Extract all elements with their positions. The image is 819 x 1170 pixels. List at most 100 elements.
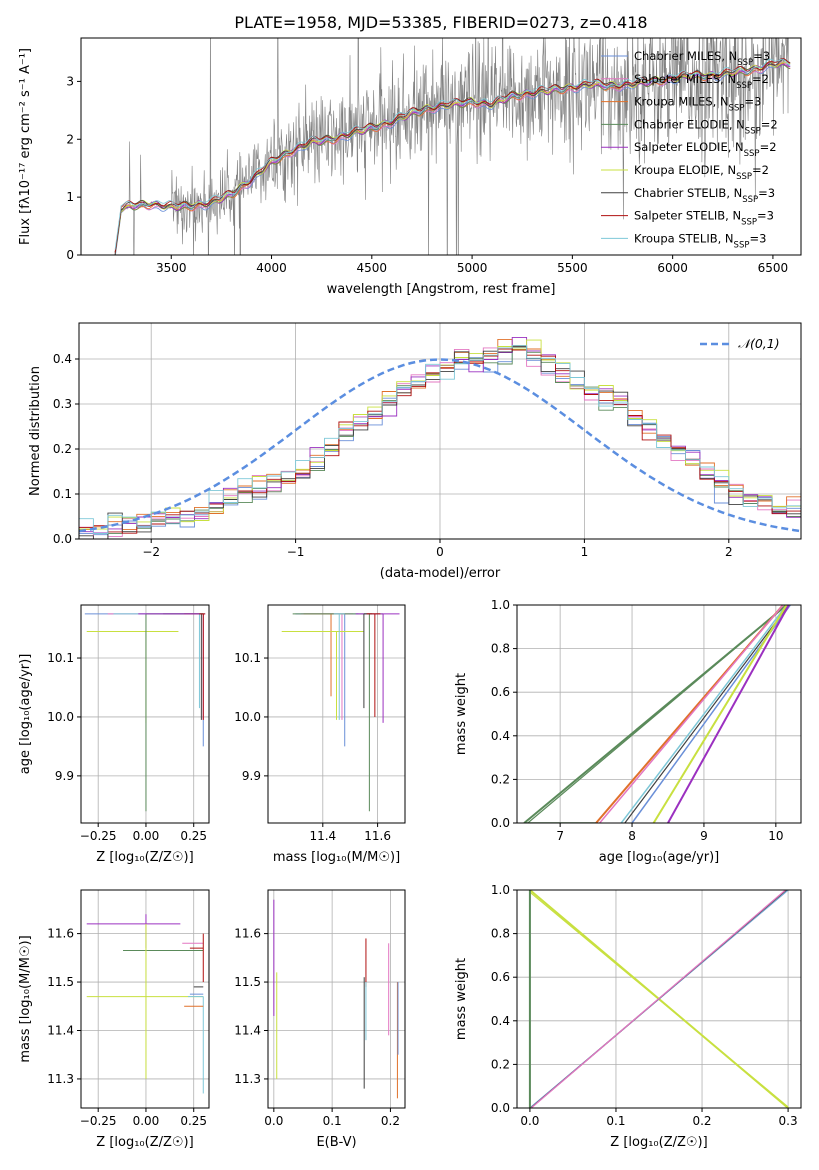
- mass_weight_vs_Z-xtick-label: 0.2: [692, 1114, 711, 1128]
- subscript-ssp: SSP: [734, 240, 750, 250]
- mass_weight_vs_age-ytick-label: 0.0: [491, 816, 510, 830]
- spectrum-xtick-label: 4500: [357, 261, 388, 275]
- spectrum-legend-label: Chabrier MILES, NSSP=3: [634, 49, 770, 68]
- mass_vs_ebv-plot-area: [273, 899, 399, 1099]
- mass_weight_vs_age-xtick-label: 8: [628, 829, 636, 843]
- residuals-xtick-label: −1: [287, 545, 305, 559]
- spectrum-xtick-label: 5500: [557, 261, 588, 275]
- residuals-legend-label: 𝒩(0,1): [738, 336, 780, 351]
- spectrum-xtick-label: 4000: [256, 261, 287, 275]
- mass_weight_vs_Z-axes: 0.0 0.1 0.2 0.3 0.0 0.2 0.4 0.6 0.8 1.0 Z [log₁₀(Z…: [454, 883, 802, 1150]
- residuals-plot-area: [79, 336, 801, 539]
- residuals-panel: −2 −1 0 1 2 0.0 0.1 0.2 0.3 0.4 (data-model)/error…: [28, 322, 802, 581]
- mass_vs_ebv-xlabel: E(B-V): [316, 1135, 356, 1150]
- subscript-ssp: SSP: [745, 126, 761, 136]
- spectrum-xtick-label: 5000: [457, 261, 488, 275]
- mass_vs_Z-ytick-label: 11.4: [47, 1023, 74, 1037]
- age_vs_mass-ytick-label: 10.0: [234, 710, 261, 724]
- age_vs_Z-xtick-label: 0.00: [133, 829, 160, 843]
- mass-weight-age-line: [599, 605, 784, 823]
- mass_weight_vs_Z-ytick-label: 0.6: [491, 970, 510, 984]
- mass_vs_ebv-frame: [267, 889, 406, 1109]
- subscript-rest: =3: [757, 209, 774, 223]
- subscript-ssp: SSP: [736, 81, 752, 91]
- mass_vs_Z-xlabel: Z [log₁₀(Z/Z☉)]: [96, 1135, 193, 1150]
- mass_weight_vs_Z-xtick-label: 0.3: [779, 1114, 798, 1128]
- subscript-rest: =3: [749, 231, 766, 245]
- spectrum-legend-label: Salpeter STELIB, NSSP=3: [634, 209, 774, 228]
- spectrum-panel: 3500 4000 4500 5000 5500 6000 6500 0 1 2 3 waveleng…: [18, 37, 802, 297]
- age_vs_Z-ytick-label: 10.1: [47, 651, 74, 665]
- mass_weight_vs_Z-plot-area: [528, 890, 789, 1108]
- spectrum-legend-label: Kroupa STELIB, NSSP=3: [634, 231, 766, 250]
- age_vs_mass-panel: 11.4 11.6 9.9 10.0 10.1 mass [log₁₀(M/M☉)]: [234, 604, 406, 865]
- residuals-xtick-label: 0: [436, 545, 444, 559]
- mass_vs_ebv-xtick-label: 0.0: [264, 1114, 283, 1128]
- age_vs_Z-frame: [80, 604, 210, 824]
- mass_weight_vs_Z-ytick-label: 1.0: [491, 883, 510, 897]
- age_vs_Z-xlabel: Z [log₁₀(Z/Z☉)]: [96, 850, 193, 865]
- spectrum-ylabel: Flux [fλ10⁻¹⁷ erg cm⁻² s⁻¹ A⁻¹]: [18, 48, 33, 245]
- residual-histogram: [79, 344, 801, 534]
- mass_vs_ebv-ytick-label: 11.4: [234, 1023, 261, 1037]
- mass_vs_ebv-axes: 0.0 0.1 0.2 11.3 11.4 11.5 11.6 E(B-V): [234, 889, 406, 1150]
- mass_weight_vs_Z-ylabel: mass weight: [454, 958, 469, 1040]
- spectrum-frame: [80, 37, 802, 256]
- residuals-ytick-label: 0.0: [53, 532, 72, 546]
- age_vs_Z-axes: −0.25 0.00 0.25 9.9 10.0 10.1 Z [log₁₀(Z/Z☉)] a…: [18, 604, 210, 865]
- mass_vs_ebv-ytick-label: 11.6: [234, 927, 261, 941]
- subscript-ssp: SSP: [737, 58, 753, 68]
- mass_vs_Z-axes: −0.25 0.00 0.25 11.3 11.4 11.5 11.6 Z [log₁₀(Z/…: [18, 889, 210, 1150]
- mass_vs_ebv-ytick-label: 11.5: [234, 975, 261, 989]
- mass_vs_Z-xtick-label: 0.25: [180, 1114, 207, 1128]
- mass_weight_vs_Z-xlabel: Z [log₁₀(Z/Z☉)]: [610, 1135, 707, 1150]
- mass_weight_vs_Z-ytick-label: 0.4: [491, 1014, 510, 1028]
- mass_weight_vs_age-ytick-label: 0.4: [491, 729, 510, 743]
- mass_vs_Z-ytick-label: 11.3: [47, 1072, 74, 1086]
- residuals-ytick-label: 0.4: [53, 352, 72, 366]
- figure-title: PLATE=1958, MJD=53385, FIBERID=0273, z=0…: [234, 13, 647, 32]
- mass_weight_vs_Z-frame: [516, 889, 802, 1109]
- mass_weight_vs_Z-ytick-label: 0.8: [491, 927, 510, 941]
- residuals-xtick-label: 1: [581, 545, 589, 559]
- spectrum-legend-label: Chabrier STELIB, NSSP=3: [634, 186, 775, 205]
- subscript-ssp: SSP: [736, 172, 752, 182]
- mass_vs_Z-xtick-label: 0.00: [133, 1114, 160, 1128]
- residuals-xtick-label: 2: [725, 545, 733, 559]
- mass_vs_ebv-xtick-label: 0.1: [323, 1114, 342, 1128]
- mass_vs_Z-xtick-label: −0.25: [80, 1114, 117, 1128]
- age_vs_mass-xtick-label: 11.6: [364, 829, 391, 843]
- age_vs_mass-frame: [267, 604, 406, 824]
- spectrum-ytick-label: 1: [66, 190, 74, 204]
- spectrum-plot-area: [114, 38, 791, 255]
- mass_weight_vs_age-frame: [516, 604, 802, 824]
- age_vs_mass-ytick-label: 9.9: [242, 769, 261, 783]
- age_vs_mass-axes: 11.4 11.6 9.9 10.0 10.1 mass [log₁₀(M/M☉)]: [234, 604, 406, 865]
- mass_weight_vs_age-xtick-label: 7: [556, 829, 564, 843]
- mass_vs_Z-panel: −0.25 0.00 0.25 11.3 11.4 11.5 11.6 Z [log₁₀(Z/…: [18, 889, 210, 1150]
- age_vs_Z-plot-area: [84, 613, 206, 812]
- subscript-ssp: SSP: [741, 218, 757, 228]
- age_vs_mass-xlabel: mass [log₁₀(M/M☉)]: [273, 850, 400, 865]
- age_vs_mass-ytick-label: 10.1: [234, 651, 261, 665]
- mass-weight-z-line: [530, 890, 786, 1108]
- mass_weight_vs_age-ytick-label: 1.0: [491, 598, 510, 612]
- age_vs_Z-ylabel: age [log₁₀(age/yr)]: [18, 654, 33, 775]
- spectrum-xtick-label: 6500: [758, 261, 789, 275]
- mass_weight_vs_Z-xtick-label: 0.1: [606, 1114, 625, 1128]
- mass_weight_vs_age-ylabel: mass weight: [454, 673, 469, 755]
- mass_vs_ebv-panel: 0.0 0.1 0.2 11.3 11.4 11.5 11.6 E(B-V): [234, 889, 406, 1150]
- spectrum-xtick-label: 3500: [156, 261, 187, 275]
- residuals-ytick-label: 0.2: [53, 442, 72, 456]
- subscript-rest: =2: [760, 140, 777, 154]
- subscript-ssp: SSP: [742, 195, 758, 205]
- mass-weight-age-line: [624, 605, 790, 823]
- mass_weight_vs_Z-ytick-label: 0.2: [491, 1057, 510, 1071]
- subscript-rest: =2: [752, 163, 769, 177]
- age_vs_Z-ytick-label: 10.0: [47, 710, 74, 724]
- mass_vs_Z-ylabel: mass [log₁₀(M/M☉)]: [18, 935, 33, 1062]
- gaussian-curve: [79, 358, 801, 533]
- residuals-xlabel: (data-model)/error: [380, 566, 501, 581]
